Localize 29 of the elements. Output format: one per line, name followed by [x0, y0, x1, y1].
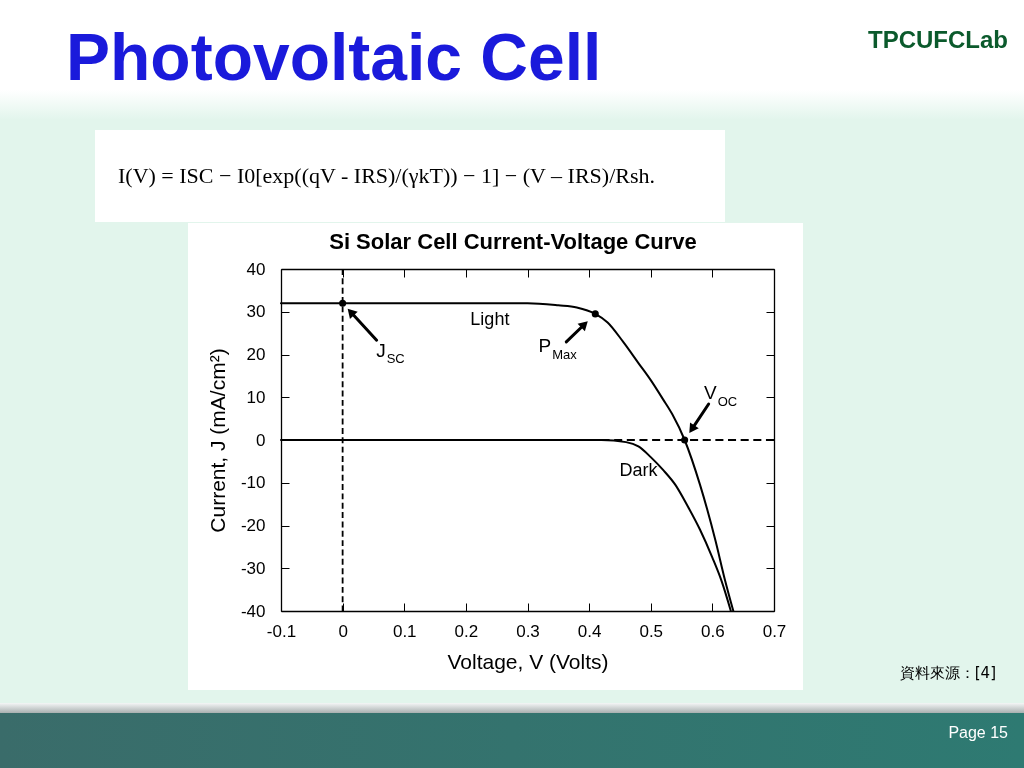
y-axis-title: Current, J (mA/cm²) — [205, 348, 229, 533]
y-tick-label: 10 — [246, 387, 266, 407]
text: I(V) = ISC − I0[exp((qV - IRS)/(γkT)) − 1] − (V – IRS)/Rsh. — [118, 163, 655, 188]
y-tick-label: -40 — [240, 601, 266, 621]
series-label: Light — [470, 309, 510, 330]
text: Page 15 — [948, 724, 1009, 741]
chart-subtitle: Si Solar Cell Current-Voltage Curve — [329, 229, 697, 254]
x-tick-label: 0.2 — [454, 621, 479, 641]
y-tick-label: 30 — [246, 302, 266, 322]
y-tick-label: -20 — [240, 516, 266, 535]
y-tick-label: 20 — [246, 345, 266, 364]
text: TPCUFCLab — [868, 26, 1008, 53]
x-tick-label: 0.3 — [516, 621, 540, 641]
y-tick-label: -30 — [240, 558, 266, 578]
y-tick-label: 0 — [256, 430, 266, 450]
x-tick-label: 0.7 — [762, 621, 787, 641]
x-tick-label: 0.1 — [392, 621, 417, 641]
y-tick-label: -10 — [240, 473, 266, 493]
x-tick-label: 0.6 — [701, 621, 725, 641]
x-tick-label: 0.4 — [577, 621, 602, 641]
series-label: Dark — [619, 460, 659, 481]
point — [591, 310, 599, 318]
x-tick-label: 0 — [338, 621, 348, 641]
y-tick-label: 40 — [246, 259, 266, 279]
x-tick-label: -0.1 — [266, 621, 297, 641]
x-axis-title: Voltage, V (Volts) — [447, 649, 609, 673]
x-tick-label: 0.5 — [639, 621, 664, 641]
chart-title: Photovoltaic Cell — [66, 20, 602, 94]
source-note: 資料來源：[4] — [899, 664, 996, 682]
